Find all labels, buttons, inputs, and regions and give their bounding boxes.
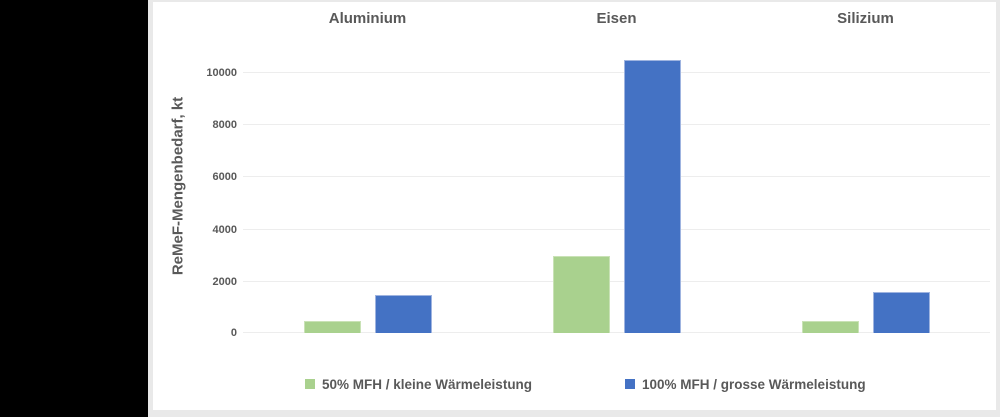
bar-group-eisen [492,45,741,333]
y-tick-label-10000: 10000 [206,67,237,79]
bar-groups [243,45,990,333]
y-tick-label-2000: 2000 [212,276,237,288]
bar-group-aluminium [243,45,492,333]
gridline-10000 [243,72,990,73]
bar-aluminium-series1 [303,321,361,333]
gridline-0 [243,332,990,333]
category-header-row: Aluminium Eisen Silizium [243,6,990,32]
gridline-4000 [243,229,990,230]
legend-label-series1: 50% MFH / kleine Wärmeleistung [322,376,533,392]
legend-label-series2: 100% MFH / grosse Wärmeleistung [642,376,866,392]
y-tick-label-8000: 8000 [212,119,237,131]
legend-swatch-green [305,379,315,389]
legend: 50% MFH / kleine Wärmeleistung 100% MFH … [148,374,1000,394]
legend-swatch-blue [625,379,635,389]
gridline-6000 [243,176,990,177]
plot-area [243,45,990,333]
category-header-eisen: Eisen [596,10,637,27]
gridline-2000 [243,281,990,282]
y-tick-label-4000: 4000 [212,224,237,236]
legend-item-series1: 50% MFH / kleine Wärmeleistung [305,374,532,394]
legend-item-series2: 100% MFH / grosse Wärmeleistung [625,374,866,394]
y-tick-label-6000: 6000 [212,171,237,183]
bar-aluminium-series2 [374,295,432,333]
bar-silizium-series2 [872,292,930,333]
chart-panel: Aluminium Eisen Silizium ReMeF-Mengenbed… [148,0,1000,417]
category-header-silizium: Silizium [837,10,894,27]
gridline-8000 [243,124,990,125]
bar-silizium-series1 [801,321,859,333]
y-tick-label-0: 0 [230,327,237,339]
bar-eisen-series2 [623,60,681,333]
category-header-aluminium: Aluminium [328,10,407,27]
bar-group-silizium [741,45,990,333]
bar-eisen-series1 [552,256,610,333]
